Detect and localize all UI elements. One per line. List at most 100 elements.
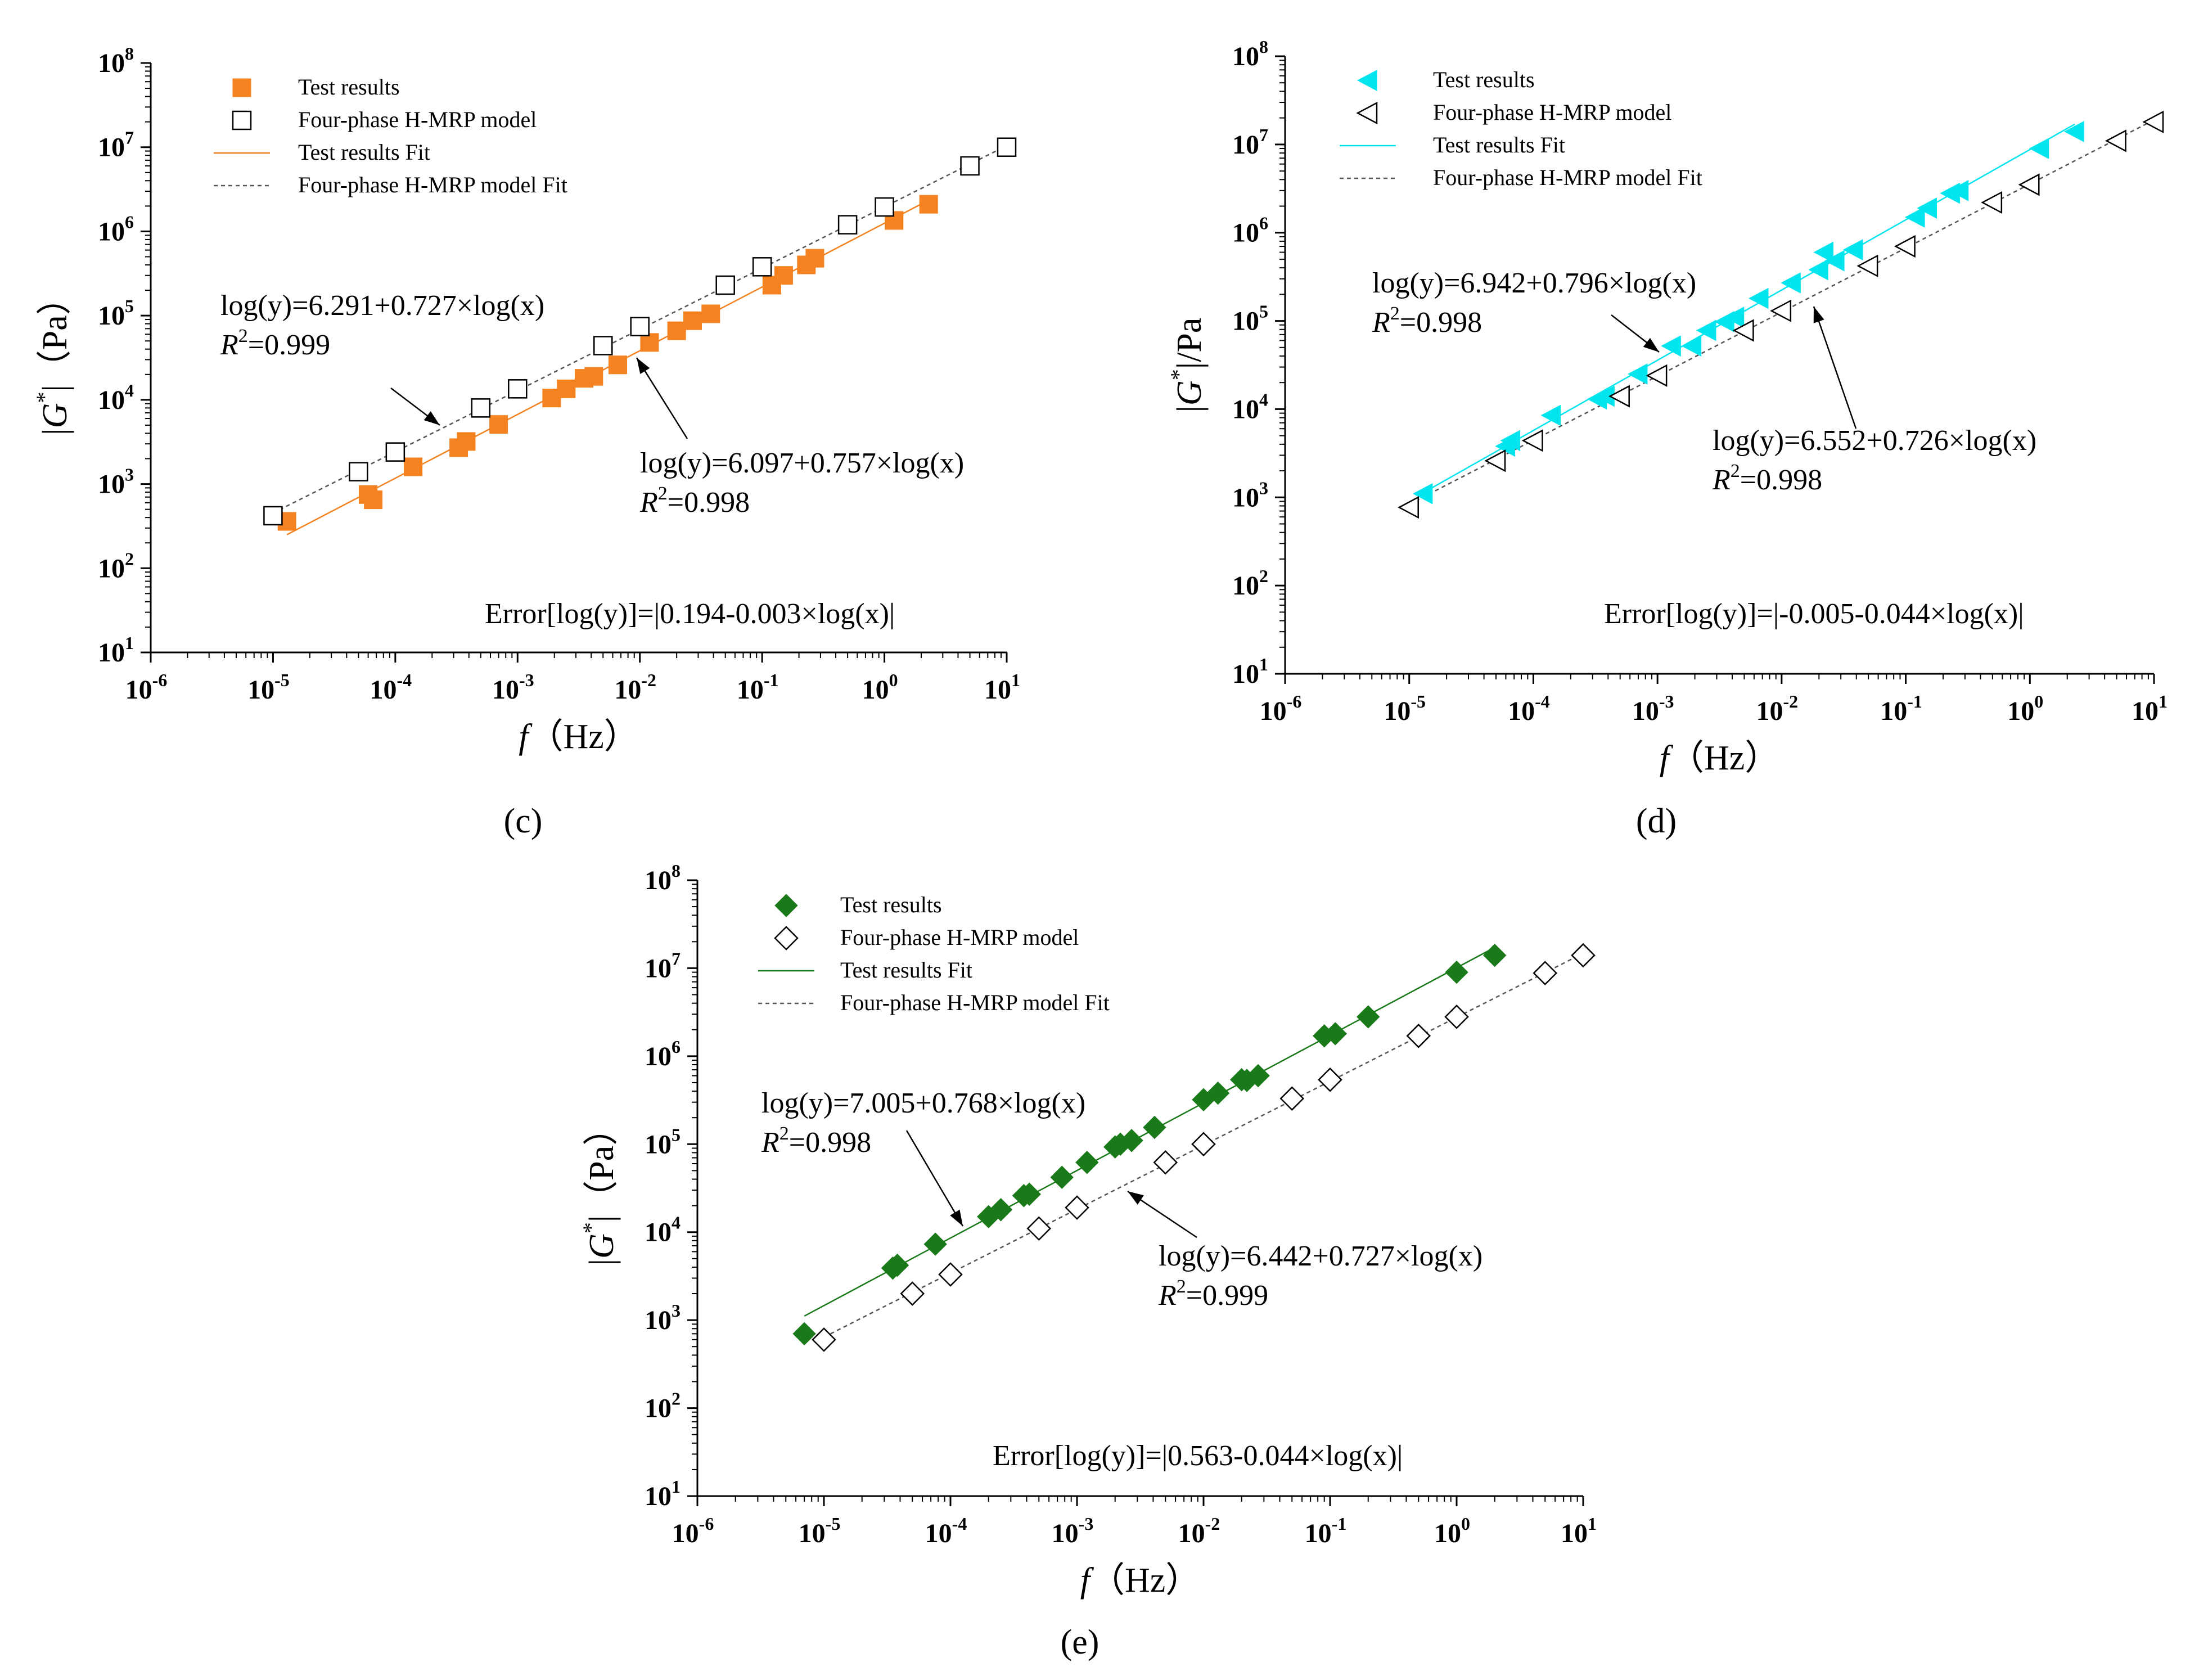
legend-label: Test results (298, 74, 400, 100)
y-tick-label: 101 (1232, 654, 1268, 689)
legend: Test results Four-phase H-MRP model Test r… (1340, 67, 1702, 190)
y-tick-label: 102 (1232, 566, 1268, 601)
model-point (752, 257, 772, 277)
fit-equation: log(y)=6.291+0.727×log(x) (220, 290, 544, 322)
y-tick-label: 107 (1232, 125, 1268, 160)
model-point (900, 1281, 925, 1306)
test-result-point (1540, 404, 1561, 426)
annotation-arrow (636, 357, 688, 439)
legend-model-marker (774, 926, 799, 951)
test-result-point (989, 1198, 1013, 1222)
model-point (1571, 943, 1596, 968)
y-axis-title: |G*|/Pa (1166, 318, 1209, 413)
y-tick-label: 101 (98, 633, 134, 668)
model-point (1318, 1067, 1342, 1092)
test-result-point (557, 379, 576, 398)
legend-label: Four-phase H-MRP model Fit (298, 172, 567, 197)
model-point (1770, 299, 1792, 322)
model-point (1279, 1086, 1305, 1111)
x-tick-label: 101 (1561, 1514, 1597, 1548)
legend-label: Test results Fit (1433, 132, 1565, 157)
model-point (2105, 129, 2126, 152)
model-point (508, 379, 528, 399)
test-result-point (1808, 259, 1828, 281)
model-point (1732, 319, 1754, 342)
test-result-point (792, 1322, 816, 1346)
arrow-head (423, 411, 440, 425)
legend-label: Test results Fit (298, 139, 430, 165)
test-result-point (1724, 307, 1745, 328)
test-result-point (1143, 1115, 1166, 1139)
test-result-point (1323, 1022, 1348, 1046)
arrow-head (950, 1209, 963, 1226)
test-results-series (277, 195, 938, 531)
test-result-point (2064, 121, 2084, 142)
model-series (1398, 110, 2164, 519)
chart-panel: 10-6 10-5 10-4 10-3 10-2 10-1 100 101 101 102 103 1… (31, 43, 1020, 840)
model-point (715, 275, 735, 295)
chart-panel: 10-6 10-5 10-4 10-3 10-2 10-1 100 101 101 102 103 1… (578, 861, 1597, 1661)
y-tick-label: 103 (98, 465, 134, 499)
test-result-point (683, 311, 702, 330)
fit-equation: log(y)=6.097+0.757×log(x) (640, 447, 964, 479)
r-squared: R2=0.998 (639, 483, 750, 519)
y-tick-label: 106 (1232, 213, 1268, 248)
test-result-point (1748, 287, 1769, 309)
y-tick-label: 102 (98, 548, 134, 583)
model-point (1444, 1005, 1469, 1029)
model-point (1608, 385, 1630, 408)
model-point (1026, 1216, 1052, 1241)
x-tick-label: 10-2 (1178, 1514, 1220, 1548)
test-result-point (1500, 430, 1521, 452)
model-point (1533, 961, 1558, 985)
test-result-point (919, 195, 938, 214)
test-result-point (457, 432, 476, 451)
arrow-head (1643, 337, 1659, 352)
x-tick-label: 10-5 (799, 1514, 841, 1548)
test-result-point (1357, 1005, 1380, 1029)
panel-label: (c) (504, 802, 543, 840)
arrow-head (1128, 1191, 1144, 1205)
y-tick-label: 102 (645, 1389, 681, 1424)
test-result-point (404, 457, 423, 476)
model-point (875, 197, 894, 217)
x-axis-title: f（Hz） (1660, 739, 1780, 777)
y-tick-label: 105 (98, 296, 134, 331)
y-tick-label: 107 (98, 128, 134, 163)
x-tick-label: 101 (984, 670, 1020, 705)
y-axis-title: |G*|（Pa） (578, 1111, 621, 1266)
arrow-head (637, 358, 650, 375)
model-series (263, 137, 1017, 526)
test-result-point (1445, 960, 1468, 984)
y-tick-label: 104 (645, 1213, 681, 1247)
error-formula: Error[log(y)]=|0.563-0.044×log(x)| (993, 1440, 1403, 1472)
legend-label: Test results (1433, 67, 1535, 92)
legend-test-marker (232, 78, 251, 97)
legend-label: Test results (840, 892, 942, 917)
model-point (385, 442, 405, 462)
model-point (938, 1262, 963, 1287)
y-tick-label: 105 (645, 1124, 681, 1159)
x-axis-title: f（Hz） (1080, 1561, 1201, 1600)
x-tick-label: 10-5 (247, 670, 290, 705)
legend-label: Four-phase H-MRP model (298, 107, 537, 132)
legend-label: Four-phase H-MRP model Fit (840, 990, 1110, 1015)
model-point (263, 506, 283, 526)
x-tick-label: 100 (862, 670, 898, 705)
r-squared: R2=0.998 (1712, 461, 1822, 496)
model-point (960, 156, 980, 176)
fit-equation: log(y)=6.942+0.796×log(x) (1372, 267, 1696, 299)
panel-label: (e) (1061, 1623, 1100, 1661)
test-result-point (1917, 197, 1937, 219)
test-result-point (1824, 250, 1845, 272)
model-point (997, 137, 1017, 157)
legend-model-marker (232, 110, 252, 130)
model-point (1398, 496, 1419, 519)
model-point (1894, 235, 1916, 258)
y-tick-label: 104 (98, 380, 134, 415)
y-tick-label: 104 (1232, 389, 1268, 424)
test-result-point (805, 249, 824, 268)
legend: Test results Four-phase H-MRP model Test r… (214, 74, 567, 197)
test-result-point (1206, 1081, 1230, 1105)
x-tick-label: 10-5 (1384, 691, 1426, 726)
